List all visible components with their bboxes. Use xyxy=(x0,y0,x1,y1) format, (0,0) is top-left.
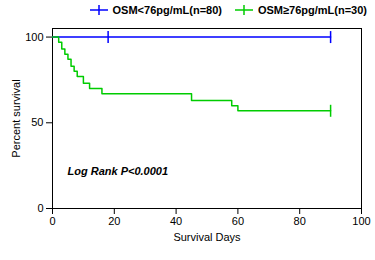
svg-text:Log Rank P<0.0001: Log Rank P<0.0001 xyxy=(68,165,169,177)
svg-text:80: 80 xyxy=(294,215,306,227)
svg-text:0: 0 xyxy=(37,202,43,214)
svg-text:50: 50 xyxy=(31,116,43,128)
svg-text:100: 100 xyxy=(352,215,370,227)
html-text:OSM≥76pg/mL(n=30): OSM≥76pg/mL(n=30) xyxy=(258,4,367,16)
html-text:OSM<76pg/mL(n=80): OSM<76pg/mL(n=80) xyxy=(112,4,222,16)
svg-text:Percent survival: Percent survival xyxy=(10,79,22,157)
svg-text:Survival Days: Survival Days xyxy=(173,231,241,243)
svg-text:40: 40 xyxy=(170,215,182,227)
svg-text:60: 60 xyxy=(232,215,244,227)
svg-text:100: 100 xyxy=(25,31,43,43)
svg-text:0: 0 xyxy=(49,215,55,227)
svg-text:20: 20 xyxy=(108,215,120,227)
